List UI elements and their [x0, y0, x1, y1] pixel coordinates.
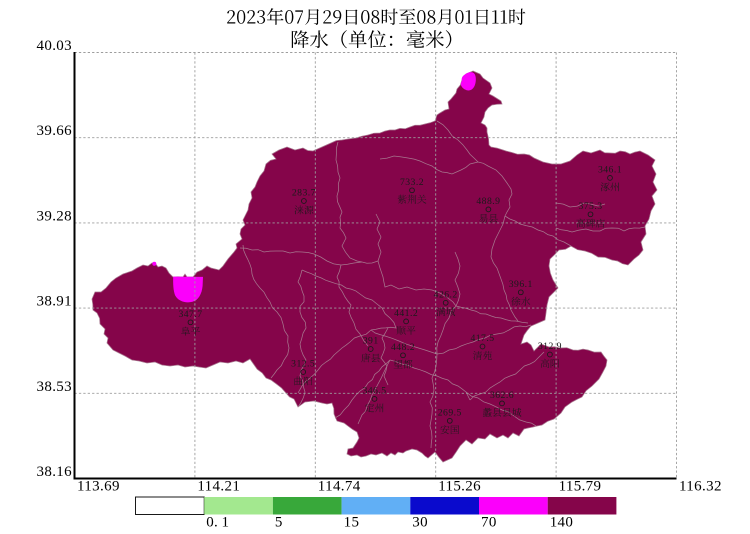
svg-text:114.21: 114.21 [197, 479, 240, 495]
svg-text:116.32: 116.32 [679, 479, 722, 495]
svg-text:426.2: 426.2 [434, 290, 458, 301]
svg-text:396.1: 396.1 [509, 279, 533, 290]
svg-text:70: 70 [481, 515, 497, 531]
svg-text:0. 1: 0. 1 [206, 515, 229, 531]
svg-text:391: 391 [363, 336, 379, 347]
svg-text:346.5: 346.5 [362, 386, 386, 397]
svg-text:38.53: 38.53 [37, 379, 73, 395]
svg-text:5: 5 [275, 515, 283, 531]
svg-text:140: 140 [550, 515, 574, 531]
svg-text:312.9: 312.9 [538, 341, 562, 352]
svg-text:114.74: 114.74 [318, 479, 361, 495]
svg-text:115.26: 115.26 [438, 479, 481, 495]
svg-text:38.16: 38.16 [37, 464, 73, 480]
svg-text:38.91: 38.91 [37, 294, 73, 310]
svg-text:40.03: 40.03 [37, 38, 73, 54]
svg-text:113.69: 113.69 [77, 479, 120, 495]
svg-text:39.28: 39.28 [37, 208, 73, 224]
svg-text:375.3: 375.3 [578, 201, 602, 212]
svg-text:441.2: 441.2 [394, 308, 418, 319]
svg-text:347.7: 347.7 [178, 309, 202, 320]
svg-text:448.2: 448.2 [391, 342, 415, 353]
svg-text:346.1: 346.1 [598, 165, 622, 176]
svg-text:283.7: 283.7 [292, 188, 316, 199]
svg-text:39.66: 39.66 [37, 123, 73, 139]
svg-text:362.6: 362.6 [490, 390, 514, 401]
svg-text:488.9: 488.9 [476, 196, 500, 207]
svg-text:417.5: 417.5 [470, 333, 494, 344]
svg-text:312.5: 312.5 [291, 359, 315, 370]
svg-text:30: 30 [412, 515, 428, 531]
svg-text:269.5: 269.5 [438, 408, 462, 419]
svg-text:733.2: 733.2 [400, 177, 424, 188]
svg-text:15: 15 [344, 515, 360, 531]
svg-text:115.79: 115.79 [559, 479, 602, 495]
